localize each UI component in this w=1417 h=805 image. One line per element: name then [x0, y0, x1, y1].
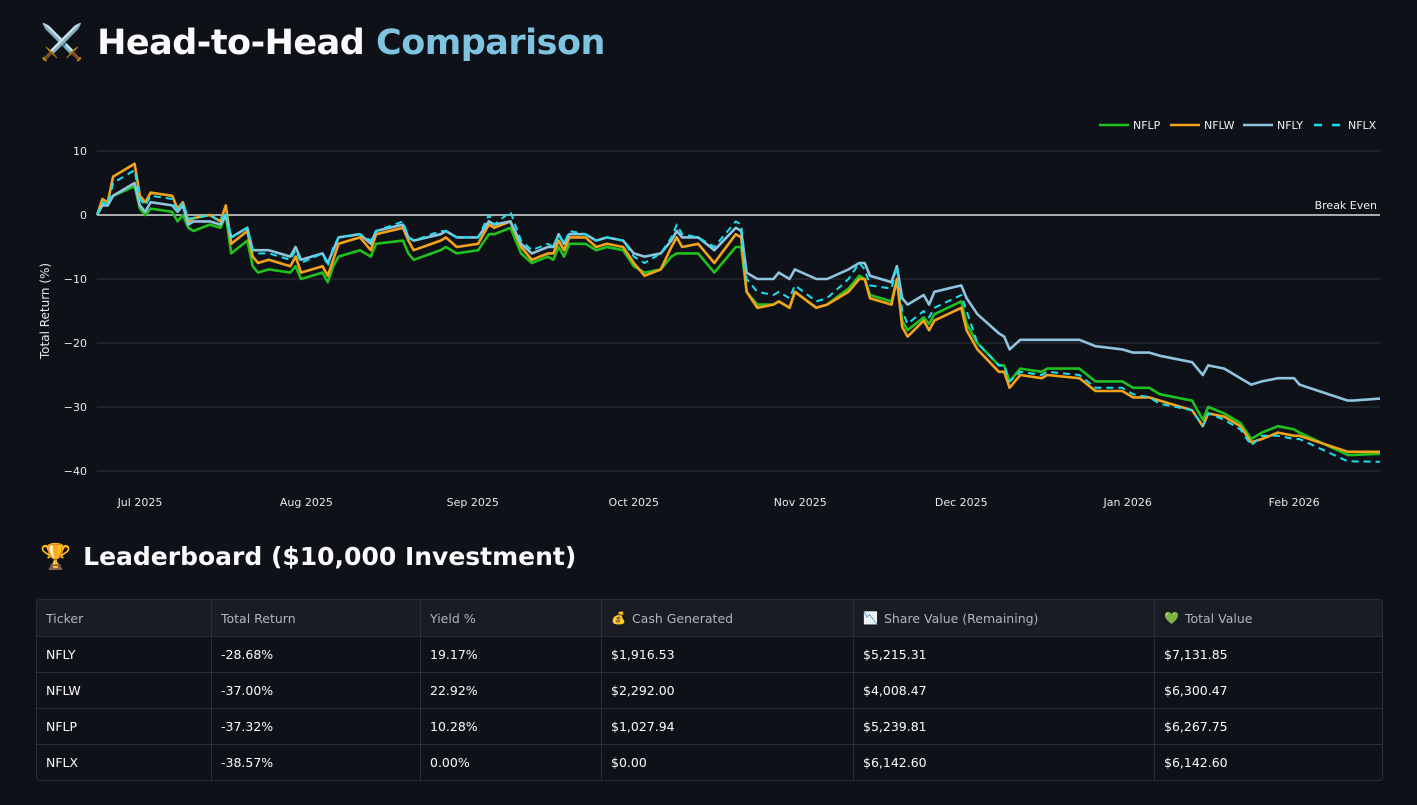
x-tick-label: Jan 2026 — [1102, 496, 1151, 509]
trophy-icon: 🏆 — [40, 542, 72, 571]
cell-total-return: -28.68% — [211, 637, 420, 672]
green-heart-icon: 💚 — [1164, 611, 1179, 625]
legend-item-nflw: NFLW — [1204, 119, 1235, 132]
cell-ticker: NFLY — [46, 647, 76, 662]
title-accent: Comparison — [376, 23, 605, 63]
cell-ticker: NFLP — [46, 719, 78, 734]
y-tick-label: −20 — [64, 337, 87, 350]
x-tick-label: Feb 2026 — [1269, 496, 1320, 509]
series-line-nflp — [95, 184, 1381, 457]
y-tick-label: −10 — [64, 273, 87, 286]
series-line-nflx — [96, 169, 1381, 463]
column-header-yield[interactable]: Yield % — [420, 600, 601, 636]
legend-item-nfly: NFLY — [1277, 119, 1303, 132]
leaderboard-heading: 🏆 Leaderboard ($10,000 Investment) — [40, 542, 576, 572]
cell-share-value: $4,008.47 — [853, 673, 1154, 708]
table-row[interactable]: NFLP -37.32% 10.28% $1,027.94 $5,239.81 $6,26… — [37, 708, 1382, 744]
cell-total-return: -38.57% — [211, 745, 420, 780]
y-axis-label: Total Return (%) — [38, 263, 52, 360]
x-tick-label: Dec 2025 — [935, 496, 988, 509]
cell-cash-generated: $2,292.00 — [601, 673, 853, 708]
y-tick-label: −30 — [64, 401, 87, 414]
table-header-row: Ticker Total Return Yield % 💰 Cash Genera… — [37, 600, 1382, 636]
table-row[interactable]: NFLX -38.57% 0.00% $0.00 $6,142.60 $6,142.60 — [37, 744, 1382, 780]
cell-cash-generated: $1,916.53 — [601, 637, 853, 672]
cell-total-value: $6,267.75 — [1154, 709, 1382, 744]
title-main: Head-to-Head — [97, 23, 365, 63]
cell-total-return: -37.32% — [211, 709, 420, 744]
cell-ticker: NFLW — [46, 683, 81, 698]
cell-share-value: $5,215.31 — [853, 637, 1154, 672]
cell-cash-generated: $0.00 — [601, 745, 853, 780]
y-tick-label: 10 — [73, 145, 87, 158]
cell-total-value: $6,300.47 — [1154, 673, 1382, 708]
y-tick-label: 0 — [80, 209, 87, 222]
cell-yield: 0.00% — [420, 745, 601, 780]
break-even-label: Break Even — [1315, 199, 1377, 212]
x-tick-label: Sep 2025 — [447, 496, 499, 509]
cell-total-value: $6,142.60 — [1154, 745, 1382, 780]
cell-share-value: $6,142.60 — [853, 745, 1154, 780]
x-tick-label: Aug 2025 — [280, 496, 333, 509]
cell-share-value: $5,239.81 — [853, 709, 1154, 744]
page-title: ⚔️ Head-to-Head Comparison — [40, 22, 605, 63]
legend-item-nflx: NFLX — [1348, 119, 1377, 132]
cell-total-value: $7,131.85 — [1154, 637, 1382, 672]
cell-yield: 19.17% — [420, 637, 601, 672]
cell-ticker: NFLX — [46, 755, 79, 770]
column-header-share-value[interactable]: 📉 Share Value (Remaining) — [853, 600, 1154, 636]
column-header-total-return[interactable]: Total Return — [211, 600, 420, 636]
leaderboard-title: Leaderboard ($10,000 Investment) — [83, 542, 577, 571]
chart-decreasing-icon: 📉 — [863, 611, 878, 625]
series-line-nflw — [95, 162, 1380, 454]
column-header-ticker[interactable]: Ticker — [46, 610, 84, 626]
leaderboard-table[interactable]: Ticker Total Return Yield % 💰 Cash Genera… — [36, 599, 1383, 781]
total-return-chart[interactable]: 10 0 −10 −20 −30 −40 Jul 2025 Aug 2025 Sep 2025 O… — [0, 0, 1417, 530]
column-header-total-value[interactable]: 💚 Total Value — [1154, 600, 1382, 636]
column-header-cash-generated[interactable]: 💰 Cash Generated — [601, 600, 853, 636]
x-tick-label: Oct 2025 — [609, 496, 660, 509]
crossed-swords-icon: ⚔️ — [40, 23, 84, 63]
table-row[interactable]: NFLW -37.00% 22.92% $2,292.00 $4,008.47 $6,30… — [37, 672, 1382, 708]
x-tick-label: Jul 2025 — [117, 496, 163, 509]
table-row[interactable]: NFLY -28.68% 19.17% $1,916.53 $5,215.31 $7,13… — [37, 636, 1382, 672]
money-bag-icon: 💰 — [611, 611, 626, 625]
cell-yield: 10.28% — [420, 709, 601, 744]
cell-cash-generated: $1,027.94 — [601, 709, 853, 744]
x-tick-label: Nov 2025 — [774, 496, 827, 509]
cell-yield: 22.92% — [420, 673, 601, 708]
y-tick-label: −40 — [64, 465, 87, 478]
legend-item-nflp: NFLP — [1133, 119, 1161, 132]
cell-total-return: -37.00% — [211, 673, 420, 708]
